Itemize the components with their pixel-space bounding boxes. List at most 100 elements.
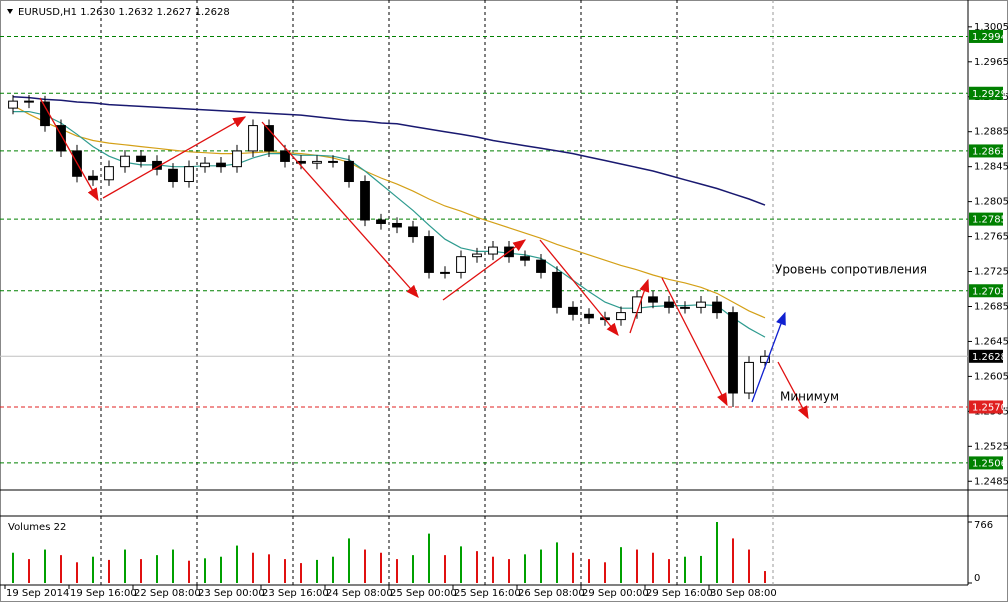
candle-body — [424, 236, 434, 273]
arrow — [39, 97, 99, 202]
x-tick-label: 23 Sep 16:00 — [262, 588, 329, 599]
arrow — [102, 116, 247, 199]
level-tag — [969, 456, 1003, 470]
candle-body — [456, 256, 466, 273]
arrow — [661, 277, 728, 407]
level-label: 1.2785 — [972, 215, 1007, 226]
candle-body — [712, 301, 722, 314]
y-tick-label: 1.2965 — [974, 57, 1008, 68]
x-tick-label: 19 Sep 2014 — [6, 588, 69, 599]
x-tick-label: 19 Sep 16:00 — [70, 588, 137, 599]
x-tick-label: 30 Sep 08:00 — [710, 588, 777, 599]
x-tick-label: 22 Sep 08:00 — [134, 588, 201, 599]
y-tick-label: 1.2485 — [974, 476, 1008, 487]
candle-body — [136, 155, 146, 162]
level-label: 1.2703 — [972, 286, 1007, 297]
candle-body — [488, 246, 498, 255]
candle-body — [552, 271, 562, 308]
candle-body — [8, 100, 18, 109]
candle-body — [168, 168, 178, 183]
candle-body — [312, 160, 322, 164]
arrow — [777, 361, 809, 420]
y-tick-label: 1.2765 — [974, 232, 1008, 243]
level-label: 1.2506 — [972, 458, 1007, 469]
volume-title: Volumes 22 — [8, 522, 66, 533]
y-tick-label: 1.2845 — [974, 162, 1008, 173]
candle-body — [728, 312, 738, 394]
moving-average — [12, 104, 766, 319]
x-tick-label: 29 Sep 00:00 — [582, 588, 649, 599]
plot-layer: 1.30051.29651.29251.28851.28451.28051.27… — [0, 22, 1008, 599]
arrow — [261, 121, 419, 298]
level-tag — [969, 212, 1003, 226]
y-tick-label: 1.2885 — [974, 127, 1008, 138]
y-tick-label: 1.2605 — [974, 371, 1008, 382]
level-tag — [969, 400, 1003, 414]
x-tick-label: 23 Sep 00:00 — [198, 588, 265, 599]
candle-body — [616, 312, 626, 321]
y-tick-label: 1.3005 — [974, 22, 1008, 33]
candle-body — [280, 150, 290, 162]
candle-body — [664, 301, 674, 308]
candle-body — [696, 301, 706, 308]
level-tag — [969, 86, 1003, 100]
level-label: 1.2863 — [972, 146, 1007, 157]
level-tag — [969, 349, 1003, 363]
candle-body — [104, 166, 114, 181]
volume-tick-label: 0 — [974, 573, 980, 584]
symbol-header: EURUSD,H1 1.2630 1.2632 1.2627 1.2628 — [18, 7, 230, 18]
y-tick-label: 1.2725 — [974, 267, 1008, 278]
annotation: Уровень сопротивления — [775, 263, 927, 277]
candle-body — [440, 271, 450, 274]
drawn-arrows — [39, 97, 809, 420]
volume-tick-label: 766 — [974, 520, 993, 531]
candle-body — [392, 222, 402, 228]
candle-body — [360, 181, 370, 221]
y-tick-label: 1.2805 — [974, 197, 1008, 208]
candle-body — [536, 259, 546, 273]
candle-body — [408, 226, 418, 238]
candle-body — [584, 313, 594, 319]
candle-body — [296, 160, 306, 164]
candle-body — [232, 150, 242, 168]
vertical-grid — [100, 0, 774, 585]
y-tick-label: 1.2685 — [974, 301, 1008, 312]
candle-body — [472, 253, 482, 258]
candle-body — [88, 175, 98, 181]
candle-body — [200, 162, 210, 168]
level-label: 1.2628 — [972, 352, 1007, 363]
level-label: 1.2994 — [972, 32, 1007, 43]
menu-triangle[interactable] — [7, 9, 13, 14]
candle-body — [328, 160, 338, 163]
arrow — [629, 278, 650, 334]
x-tick-label: 25 Sep 16:00 — [454, 588, 521, 599]
candle-body — [520, 256, 530, 261]
candle-body — [24, 100, 34, 103]
candle-body — [56, 125, 66, 152]
x-tick-label: 29 Sep 16:00 — [646, 588, 713, 599]
level-label: 1.2929 — [972, 89, 1007, 100]
candle-body — [760, 355, 770, 363]
y-tick-label: 1.2525 — [974, 441, 1008, 452]
annotation: Минимум — [780, 390, 839, 404]
x-tick-label: 25 Sep 00:00 — [390, 588, 457, 599]
candle-body — [264, 125, 274, 152]
x-tick-label: 26 Sep 08:00 — [518, 588, 585, 599]
level-tag — [969, 144, 1003, 158]
arrow — [442, 239, 527, 301]
candle-body — [744, 361, 754, 394]
candle-body — [248, 125, 258, 152]
candle-body — [680, 306, 690, 309]
y-tick-label: 1.2645 — [974, 336, 1008, 347]
moving-average — [12, 96, 766, 206]
candle-body — [648, 296, 658, 303]
level-tag — [969, 284, 1003, 298]
candle-body — [376, 219, 386, 224]
candle-body — [216, 162, 226, 168]
level-label: 1.2570 — [972, 402, 1007, 413]
arrow — [751, 311, 786, 403]
candle-body — [120, 155, 130, 168]
